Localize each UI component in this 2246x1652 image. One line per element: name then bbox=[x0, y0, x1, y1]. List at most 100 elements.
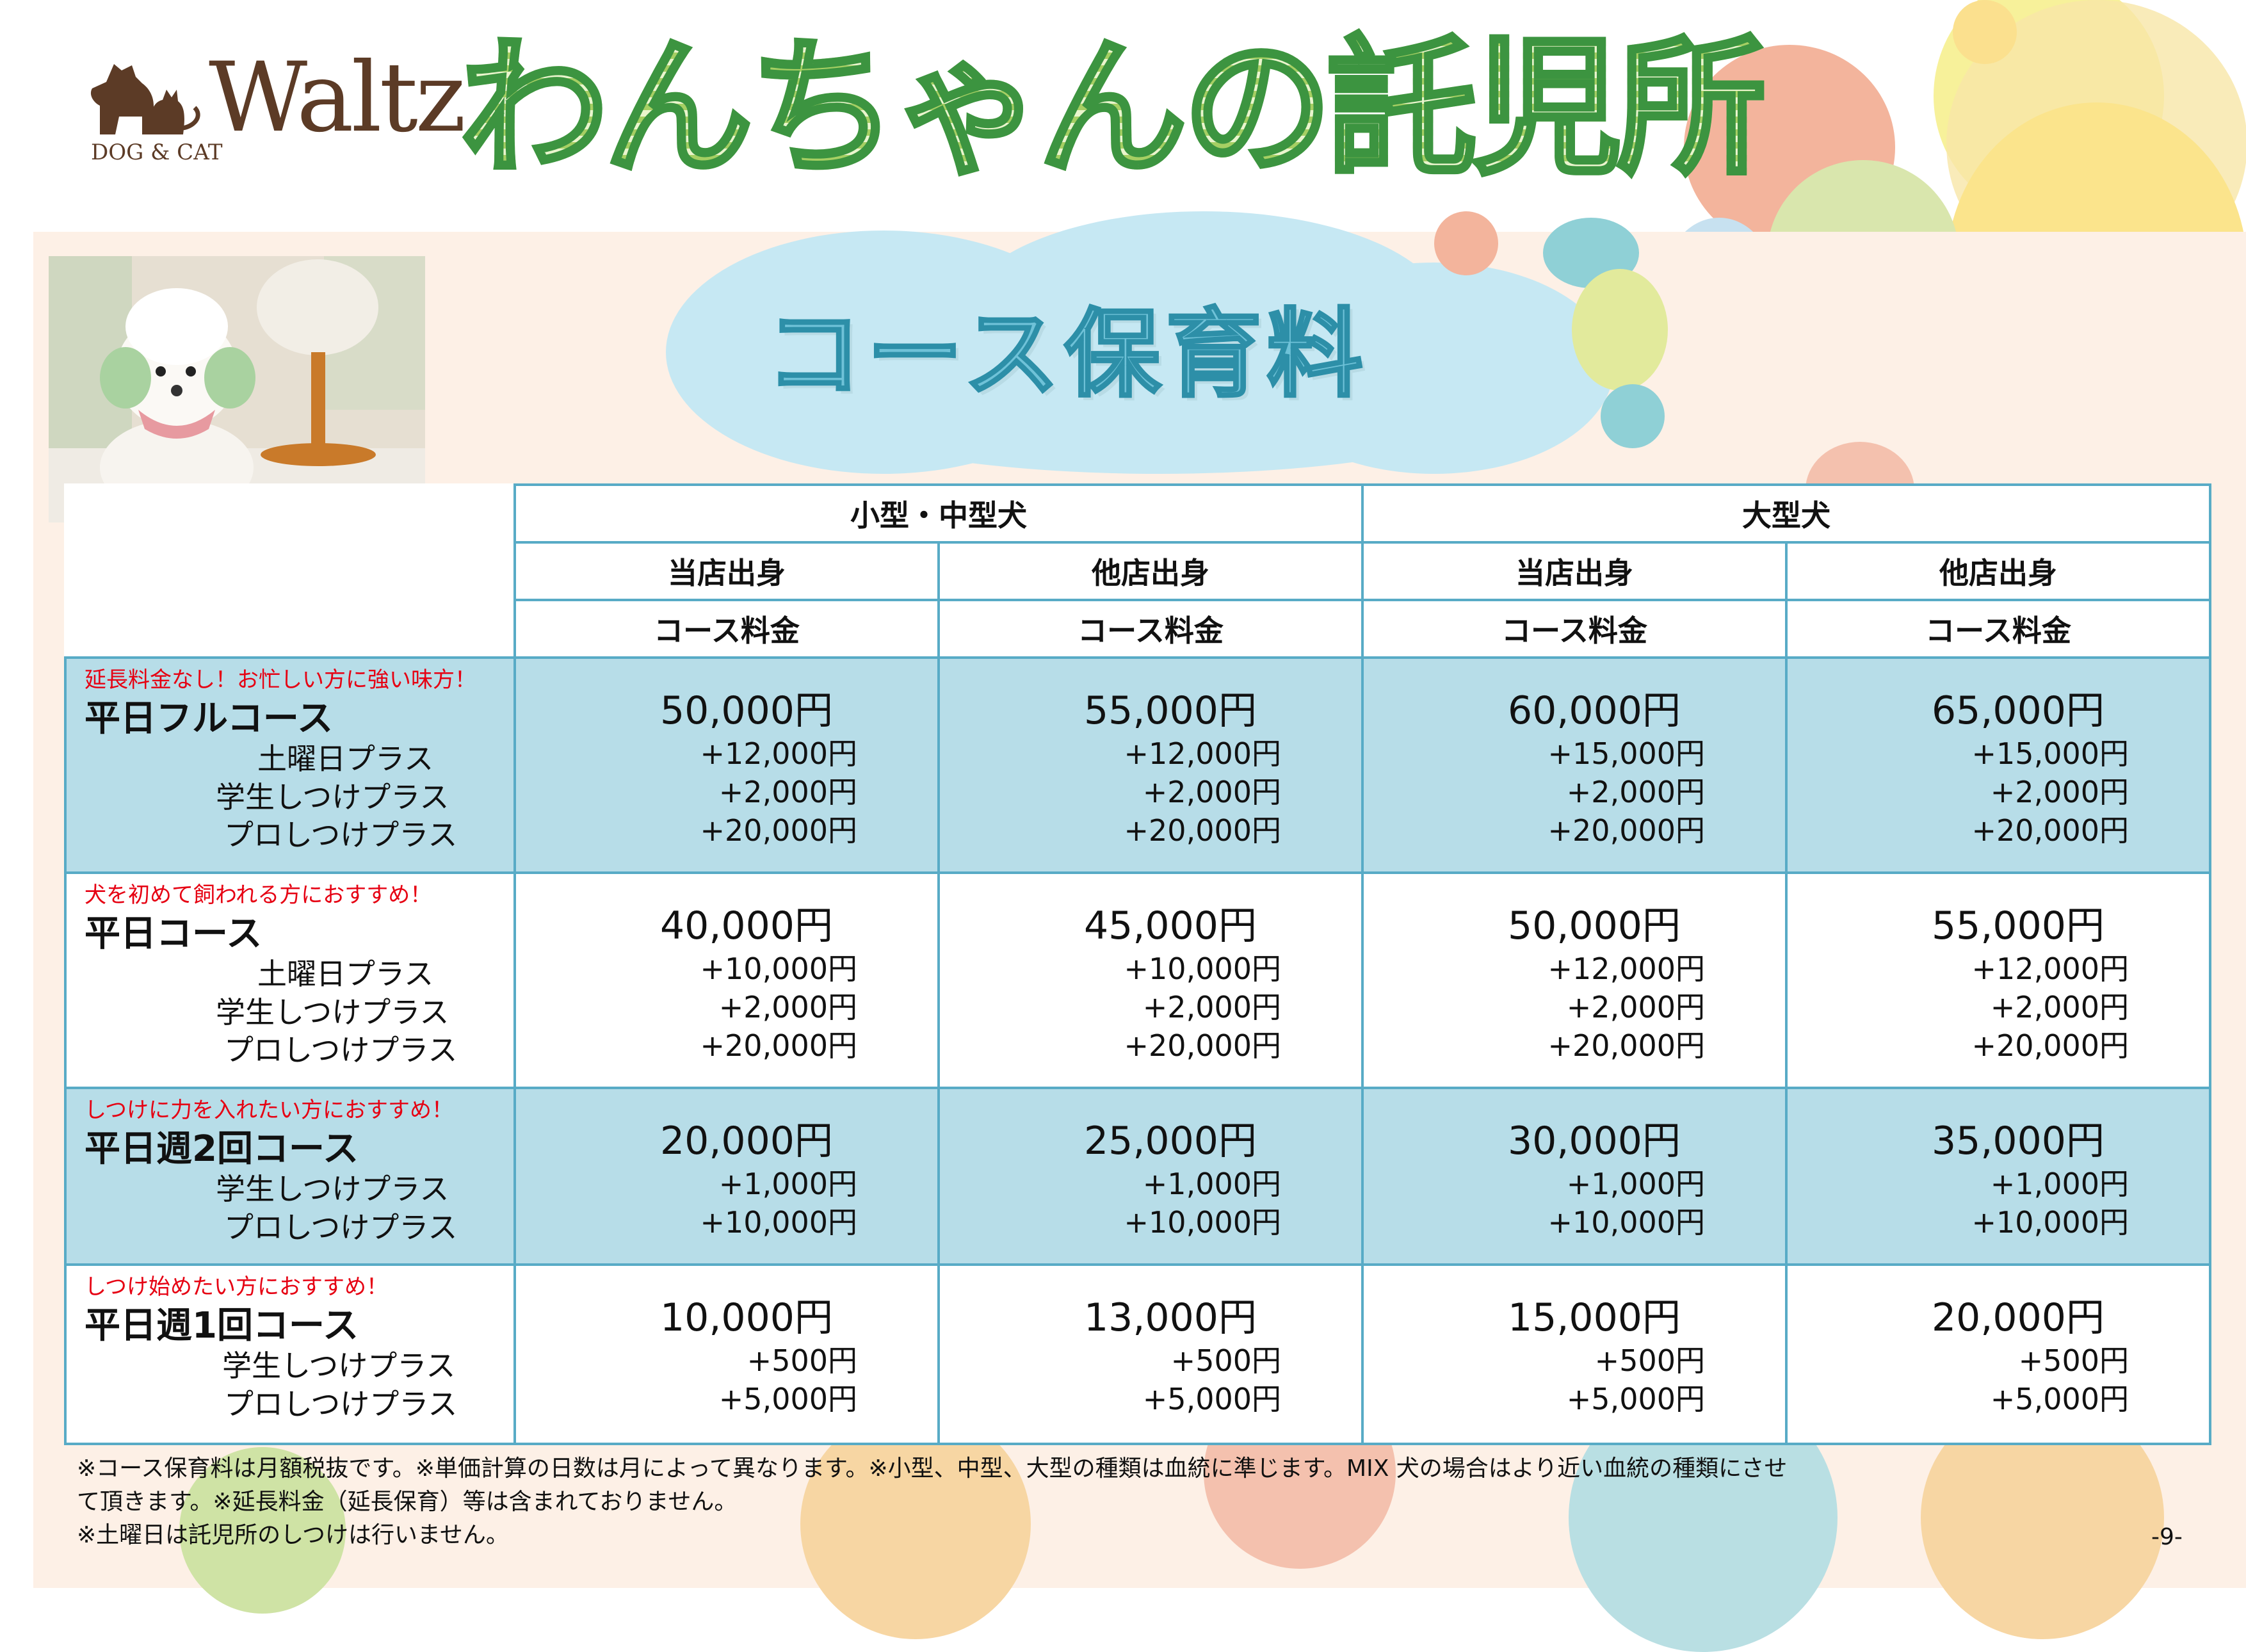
course-price: 50,000円 bbox=[1508, 903, 1681, 948]
course-note: しつけ始めたい方におすすめ！ bbox=[85, 1274, 388, 1300]
header-large-dog: 大型犬 bbox=[1361, 483, 2211, 544]
option-label: 学生しつけプラス bbox=[216, 1171, 449, 1206]
brand-logo: Waltz DOG & CAT bbox=[81, 45, 466, 166]
addon-price: +12,000円 bbox=[1547, 952, 1706, 986]
addon-price: +2,000円 bbox=[1142, 989, 1281, 1024]
addon-price: +10,000円 bbox=[700, 952, 858, 986]
table-corner bbox=[65, 542, 515, 600]
addon-price: +2,000円 bbox=[718, 774, 857, 809]
course-label-cell: しつけに力を入れたい方におすすめ！ 平日週2回コース 学生しつけプラス プロしつ… bbox=[64, 1087, 516, 1266]
addon-price: +10,000円 bbox=[1124, 952, 1282, 986]
course-label-cell: しつけ始めたい方におすすめ！ 平日週1回コース 学生しつけプラス プロしつけプラ… bbox=[64, 1263, 516, 1445]
page-number: -9- bbox=[2151, 1524, 2183, 1550]
decor-bubble bbox=[1572, 269, 1668, 391]
course-price: 20,000円 bbox=[660, 1119, 833, 1163]
option-label: 土曜日プラス bbox=[257, 741, 434, 776]
course-price: 50,000円 bbox=[660, 688, 833, 733]
table-corner bbox=[65, 600, 515, 658]
course-label-cell: 犬を初めて飼われる方におすすめ！ 平日コース 土曜日プラス 学生しつけプラス プ… bbox=[64, 871, 516, 1089]
course-price: 30,000円 bbox=[1508, 1119, 1681, 1163]
course-price: 65,000円 bbox=[1932, 688, 2105, 733]
addon-price: +500円 bbox=[1594, 1343, 1705, 1378]
course-note: 犬を初めて飼われる方におすすめ！ bbox=[85, 882, 432, 908]
course-price: 20,000円 bbox=[1932, 1295, 2105, 1340]
addon-price: +500円 bbox=[1170, 1343, 1281, 1378]
table-row-weekday: 犬を初めて飼われる方におすすめ！ 平日コース 土曜日プラス 学生しつけプラス プ… bbox=[64, 871, 2211, 1089]
header-origin-other: 他店出身 bbox=[937, 541, 1364, 601]
price-cell: 35,000円 +1,000円 +10,000円 bbox=[1785, 1087, 2211, 1266]
course-note: しつけに力を入れたい方におすすめ！ bbox=[85, 1097, 453, 1123]
addon-price: +10,000円 bbox=[1124, 1204, 1282, 1240]
price-cell: 30,000円 +1,000円 +10,000円 bbox=[1361, 1087, 1788, 1266]
footnote-line: ※コース保育料は月額税抜です。※単価計算の日数は月によって異なります。※小型、中… bbox=[77, 1455, 1788, 1482]
course-name: 平日週2回コース bbox=[85, 1128, 359, 1170]
price-cell: 10,000円 +500円 +5,000円 bbox=[513, 1263, 940, 1445]
addon-price: +2,000円 bbox=[1990, 774, 2129, 809]
header-course-fee: コース料金 bbox=[1785, 599, 2211, 659]
dog-cat-silhouette-icon bbox=[90, 64, 200, 134]
addon-price: +15,000円 bbox=[1971, 736, 2129, 771]
price-cell: 60,000円 +15,000円 +2,000円 +20,000円 bbox=[1361, 656, 1788, 874]
brand-wordmark: Waltz bbox=[209, 42, 466, 154]
addon-price: +1,000円 bbox=[1566, 1167, 1705, 1201]
price-cell: 25,000円 +1,000円 +10,000円 bbox=[937, 1087, 1364, 1266]
price-cell: 40,000円 +10,000円 +2,000円 +20,000円 bbox=[513, 871, 940, 1089]
course-price: 10,000円 bbox=[660, 1295, 833, 1340]
addon-price: +20,000円 bbox=[700, 813, 858, 848]
addon-price: +15,000円 bbox=[1547, 736, 1706, 771]
poodle-photo-illustration bbox=[49, 256, 425, 522]
price-cell: 65,000円 +15,000円 +2,000円 +20,000円 bbox=[1785, 656, 2211, 874]
poodle-photo bbox=[49, 256, 425, 522]
option-label: プロしつけプラス bbox=[224, 1210, 458, 1245]
course-price: 15,000円 bbox=[1508, 1295, 1681, 1340]
table-row-weekday-once: しつけ始めたい方におすすめ！ 平日週1回コース 学生しつけプラス プロしつけプラ… bbox=[64, 1263, 2211, 1445]
option-label: 学生しつけプラス bbox=[216, 779, 449, 814]
decor-bubble bbox=[1953, 0, 2017, 64]
course-name: 平日週1回コース bbox=[85, 1304, 359, 1347]
addon-price: +5,000円 bbox=[1566, 1381, 1705, 1416]
option-label: 学生しつけプラス bbox=[222, 1348, 456, 1383]
option-label: プロしつけプラス bbox=[224, 818, 458, 853]
course-label-cell: 延長料金なし！お忙しい方に強い味方！ 平日フルコース 土曜日プラス 学生しつけプ… bbox=[64, 656, 516, 874]
addon-price: +20,000円 bbox=[1547, 813, 1706, 848]
addon-price: +1,000円 bbox=[718, 1167, 857, 1201]
footnotes: ※コース保育料は月額税抜です。※単価計算の日数は月によって異なります。※小型、中… bbox=[77, 1452, 1998, 1553]
cloud-shape bbox=[807, 333, 1511, 474]
price-cell: 50,000円 +12,000円 +2,000円 +20,000円 bbox=[1361, 871, 1788, 1089]
course-price: 55,000円 bbox=[1084, 688, 1257, 733]
price-table: 小型・中型犬 大型犬 当店出身 他店出身 当店出身 他店出身 コース料金 コース… bbox=[64, 483, 2211, 1445]
course-name: 平日コース bbox=[85, 912, 263, 955]
addon-price: +20,000円 bbox=[1547, 1028, 1706, 1063]
section-title: コース保育料 bbox=[764, 298, 1368, 412]
header-origin-other: 他店出身 bbox=[1785, 541, 2211, 601]
addon-price: +12,000円 bbox=[700, 736, 858, 771]
price-cell: 15,000円 +500円 +5,000円 bbox=[1361, 1263, 1788, 1445]
decor-bubble bbox=[1434, 211, 1498, 275]
option-label: プロしつけプラス bbox=[224, 1386, 458, 1421]
course-price: 60,000円 bbox=[1508, 688, 1681, 733]
brand-tagline: DOG & CAT bbox=[91, 140, 223, 165]
addon-price: +20,000円 bbox=[1124, 1028, 1282, 1063]
addon-price: +500円 bbox=[747, 1343, 857, 1378]
course-price: 55,000円 bbox=[1932, 903, 2105, 948]
course-price: 40,000円 bbox=[660, 903, 833, 948]
addon-price: +12,000円 bbox=[1971, 952, 2129, 986]
table-corner bbox=[65, 485, 515, 542]
course-price: 45,000円 bbox=[1084, 903, 1257, 948]
header-course-fee: コース料金 bbox=[513, 599, 940, 659]
price-cell: 45,000円 +10,000円 +2,000円 +20,000円 bbox=[937, 871, 1364, 1089]
price-cell: 13,000円 +500円 +5,000円 bbox=[937, 1263, 1364, 1445]
decor-bubble bbox=[179, 1447, 346, 1614]
addon-price: +2,000円 bbox=[1990, 989, 2129, 1024]
option-label: 土曜日プラス bbox=[257, 956, 434, 991]
addon-price: +2,000円 bbox=[718, 989, 857, 1024]
addon-price: +5,000円 bbox=[1142, 1381, 1281, 1416]
addon-price: +20,000円 bbox=[1971, 1028, 2129, 1063]
course-note: 延長料金なし！お忙しい方に強い味方！ bbox=[85, 667, 476, 693]
addon-price: +2,000円 bbox=[1566, 989, 1705, 1024]
addon-price: +1,000円 bbox=[1142, 1167, 1281, 1201]
course-price: 13,000円 bbox=[1084, 1295, 1257, 1340]
header-small-medium-dog: 小型・中型犬 bbox=[513, 483, 1364, 544]
footnote-line: ※土曜日は託児所のしつけは行いません。 bbox=[77, 1522, 509, 1549]
addon-price: +1,000円 bbox=[1990, 1167, 2129, 1201]
